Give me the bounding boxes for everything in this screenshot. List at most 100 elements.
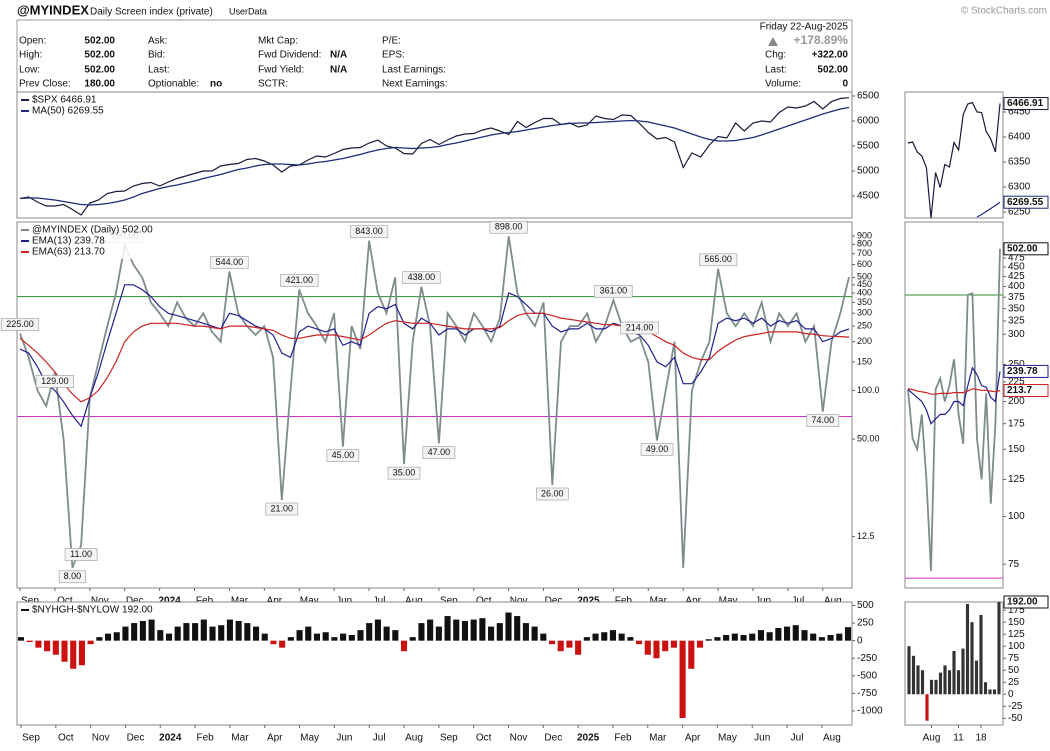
bar <box>218 625 225 641</box>
x-tick-label: Oct <box>476 596 492 607</box>
legend-label: EMA(13) 239.78 <box>32 236 105 247</box>
x-tick-label: Jul <box>791 733 804 744</box>
x-tick-label: May <box>719 596 738 607</box>
bar <box>374 619 381 641</box>
field-label: Mkt Cap: <box>258 36 298 47</box>
y-tick-label: -25 <box>1008 701 1023 712</box>
bar <box>78 640 85 666</box>
bar <box>997 602 1001 695</box>
bar <box>636 640 643 645</box>
y-tick-label: 150 <box>1008 444 1025 455</box>
data-label: 74.00 <box>812 415 835 425</box>
series-line <box>19 106 850 206</box>
series-line <box>976 201 1001 218</box>
bar <box>566 640 573 648</box>
bar <box>87 640 94 645</box>
bar <box>113 632 120 641</box>
y-tick-label: 6000 <box>857 116 880 127</box>
data-label-box <box>402 271 441 284</box>
bar <box>514 616 521 641</box>
data-label: 544.00 <box>216 257 244 267</box>
bar <box>26 640 33 643</box>
field-label: Last Earnings: <box>382 65 446 76</box>
plot <box>17 612 852 718</box>
y-tick-label: 200 <box>1008 396 1025 407</box>
plot <box>907 602 1001 721</box>
bar <box>844 627 852 641</box>
bar <box>192 623 199 641</box>
field-value: +322.00 <box>812 50 849 61</box>
data-label-box <box>58 570 86 584</box>
field-value: 502.00 <box>817 65 848 76</box>
x-tick-label: May <box>718 733 737 744</box>
symbol: @MYINDEX <box>17 2 89 17</box>
y-tick-label: 100.0 <box>857 385 880 395</box>
x-tick-label: Aug <box>405 596 423 607</box>
description: Daily Screen index (private) <box>90 7 213 18</box>
series-line <box>907 366 1001 425</box>
bar <box>157 630 164 641</box>
bar <box>122 626 129 641</box>
bar <box>139 620 146 641</box>
field-label: P/E: <box>382 36 401 47</box>
field-value: no <box>210 79 222 90</box>
field-value: 180.00 <box>84 79 115 90</box>
field-label: SCTR: <box>258 79 288 90</box>
y-tick-label: 5000 <box>857 166 880 177</box>
bar <box>627 637 634 641</box>
bar <box>766 632 773 641</box>
field-label: Chg: <box>765 50 786 61</box>
bar <box>479 618 486 641</box>
value-tag-label: 502.00 <box>1007 243 1038 254</box>
y-tick-label: -250 <box>857 653 877 664</box>
x-tick-label: Aug <box>823 733 841 744</box>
x-tick-label: Mar <box>231 733 249 744</box>
bar <box>601 632 608 641</box>
x-tick-label: Aug <box>824 596 842 607</box>
bar <box>688 640 695 669</box>
field-label: Last: <box>148 65 170 76</box>
value-tag <box>1003 97 1049 111</box>
x-tick-label: Jul <box>792 596 805 607</box>
x-tick-label: Dec <box>545 596 563 607</box>
bar <box>827 635 834 641</box>
field-value: 502.00 <box>84 65 115 76</box>
x-tick-label: Mar <box>231 596 249 607</box>
bar <box>818 637 825 641</box>
bar <box>740 635 747 641</box>
bar <box>974 660 979 695</box>
data-label-box <box>422 446 456 459</box>
y-tick-label: -500 <box>857 670 877 681</box>
change: +178.89% <box>794 33 849 47</box>
bar <box>392 630 399 641</box>
bar <box>52 640 59 655</box>
panel <box>904 91 1004 219</box>
bar <box>952 651 956 695</box>
y-tick-label: 12.5 <box>857 531 875 541</box>
y-tick-label: 250 <box>857 618 874 629</box>
bar <box>749 633 756 641</box>
bar <box>522 623 529 641</box>
y-tick-label: 6450 <box>1008 107 1031 118</box>
bar <box>453 619 460 641</box>
x-tick-label: Nov <box>91 596 109 607</box>
y-tick-label: 125 <box>1008 629 1025 640</box>
y-tick-label: 150 <box>857 356 872 366</box>
x-tick-label: Feb <box>196 596 214 607</box>
legend-box <box>18 223 193 259</box>
field-value: 502.00 <box>84 50 115 61</box>
plot <box>17 236 852 569</box>
value-tag-label: 6466.91 <box>1007 98 1044 109</box>
bar <box>956 670 961 695</box>
series-line <box>19 97 850 216</box>
bar <box>61 640 68 662</box>
y-tick-label: 175 <box>1008 605 1025 616</box>
x-tick-label: 2024 <box>158 596 181 607</box>
y-tick-label: -750 <box>857 688 877 699</box>
bar <box>810 633 817 641</box>
x-tick-label: 18 <box>975 733 987 744</box>
y-tick-label: 100 <box>1008 641 1025 652</box>
legend-label: MA(50) 6269.55 <box>32 106 104 117</box>
